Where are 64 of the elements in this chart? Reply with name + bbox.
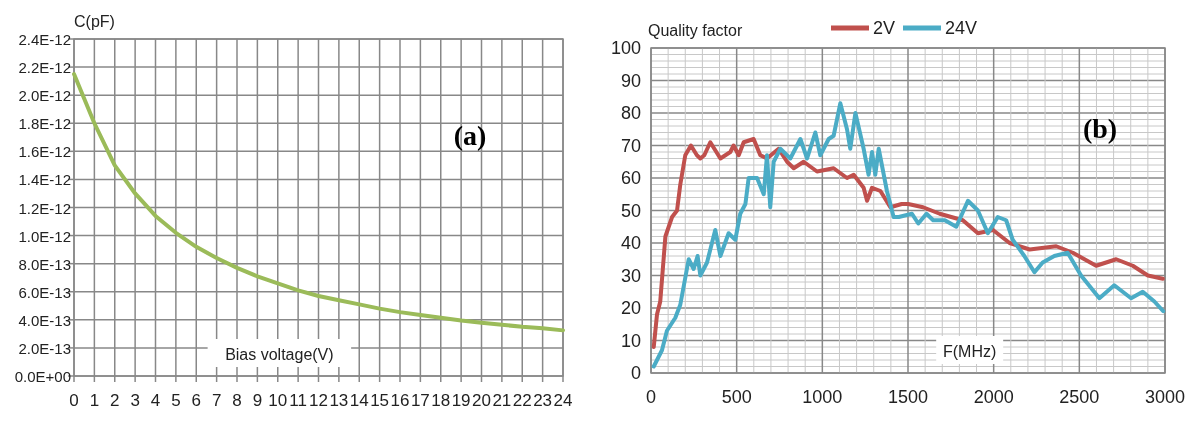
y-tick-label: 90 [620, 70, 641, 91]
x-tick-label: 10 [268, 391, 288, 410]
x-tick-label: 3000 [1144, 387, 1186, 407]
x-tick-label: 12 [309, 391, 328, 410]
y-tick-label: 4.0E-13 [18, 311, 71, 329]
x-tick-label: 8 [232, 391, 242, 410]
y-tick-label: 8.0E-13 [18, 255, 71, 273]
x-tick-label: 15 [370, 391, 390, 410]
y-tick-label: 1.8E-12 [18, 115, 71, 133]
y-axis-title: Quality factor [648, 22, 743, 39]
x-tick-label: 9 [252, 391, 263, 410]
legend-label: 2V [873, 18, 896, 38]
x-tick-label: 6 [191, 391, 201, 410]
x-tick-label: 24 [553, 391, 573, 410]
y-tick-label: 100 [610, 38, 641, 58]
y-axis-title: C(pF) [74, 13, 115, 30]
x-axis-title: Bias voltage(V) [225, 346, 334, 363]
line-series [651, 101, 1166, 369]
y-tick-label: 40 [620, 233, 641, 253]
x-tick-label: 17 [410, 391, 430, 410]
x-axis-title: F(MHz) [943, 343, 997, 360]
x-tick-label: 16 [390, 391, 410, 410]
x-tick-label: 0 [645, 387, 657, 407]
y-tick-label: 2.0E-13 [18, 339, 71, 357]
x-tick-label: 1 [89, 391, 100, 410]
y-tick-label: 6.0E-13 [18, 283, 71, 301]
x-tick-label: 11 [289, 391, 307, 410]
x-tick-label: 13 [329, 391, 349, 410]
y-tick-label: 1.6E-12 [18, 143, 71, 161]
y-tick-label: 30 [620, 265, 641, 286]
x-tick-label: 20 [472, 391, 491, 410]
y-tick-label: 2.4E-12 [18, 31, 71, 48]
y-tick-label: 80 [620, 103, 641, 123]
y-tick-label: 0 [630, 363, 641, 383]
x-tick-label: 23 [533, 391, 553, 410]
y-tick-label: 70 [620, 135, 641, 156]
y-tick-label: 2.0E-12 [18, 87, 71, 105]
x-tick-label: 19 [451, 391, 471, 410]
x-tick-label: 21 [492, 391, 512, 410]
y-tick-label: 20 [620, 298, 641, 318]
x-tick-label: 4 [150, 391, 161, 410]
legend-label: 24V [945, 18, 978, 38]
x-tick-label: 22 [512, 391, 532, 410]
x-tick-label: 5 [171, 391, 181, 410]
x-tick-label: 3 [130, 391, 140, 410]
y-tick-label: 1.0E-12 [18, 227, 71, 245]
x-tick-label: 1000 [802, 387, 843, 407]
x-tick-label: 7 [211, 391, 222, 410]
y-tick-label: 1.2E-12 [18, 199, 71, 217]
x-tick-label: 14 [349, 391, 369, 410]
y-tick-label: 60 [620, 168, 641, 188]
x-tick-label: 500 [721, 387, 752, 407]
annotation: (b) [1082, 113, 1118, 144]
y-tick-label: 2.2E-12 [18, 59, 71, 77]
x-tick-label: 1500 [887, 387, 929, 407]
x-tick-label: 2500 [1059, 387, 1100, 407]
y-tick-label: 0.0E+00 [14, 368, 71, 385]
x-tick-label: 2 [110, 391, 120, 410]
y-tick-label: 50 [620, 200, 641, 221]
annotation: (a) [453, 120, 487, 151]
x-tick-label: 18 [431, 391, 451, 410]
y-tick-label: 1.4E-12 [18, 171, 71, 189]
y-tick-label: 10 [620, 330, 641, 351]
x-tick-label: 2000 [973, 387, 1014, 407]
